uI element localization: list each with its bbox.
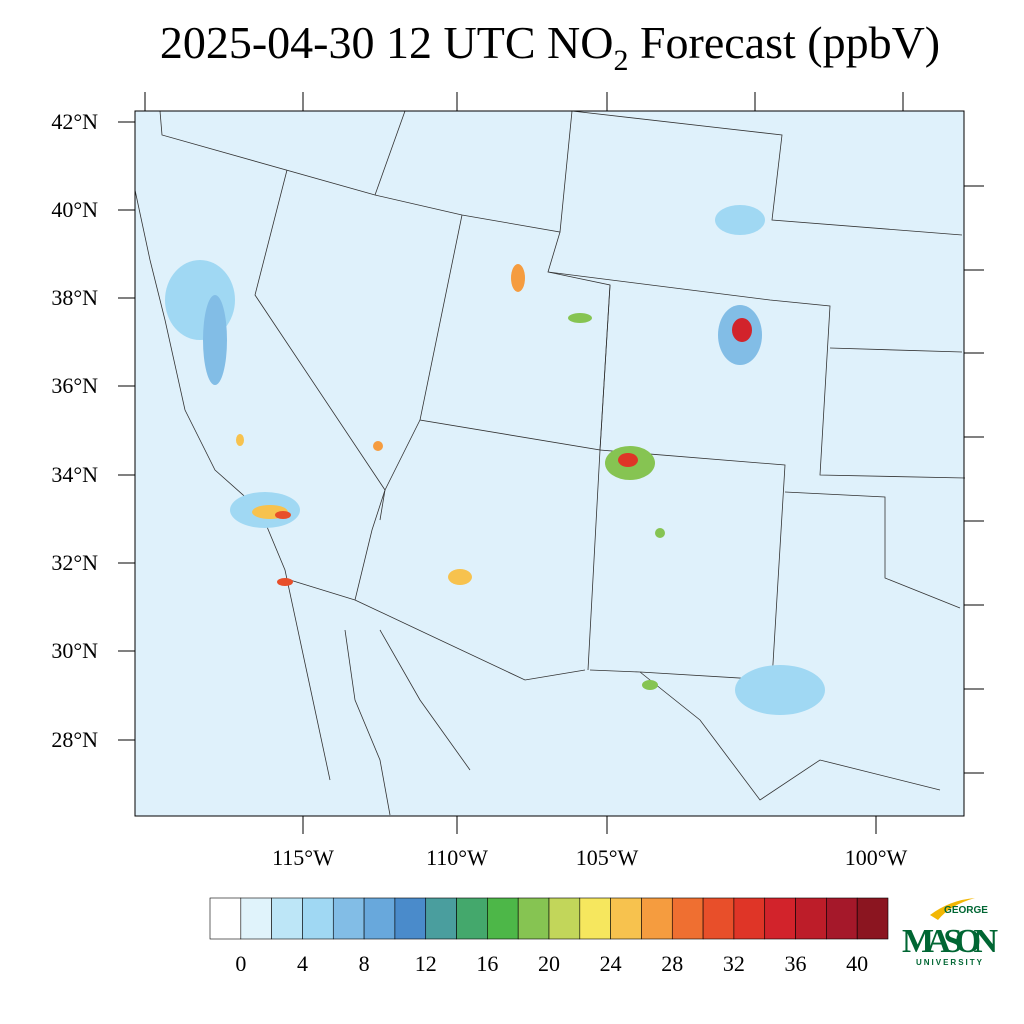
lat-label: 42°N bbox=[51, 109, 98, 134]
colorbar-box bbox=[641, 897, 673, 940]
colorbar-box bbox=[517, 897, 550, 940]
logo-bottom: UNIVERSITY bbox=[916, 958, 984, 967]
lat-label: 28°N bbox=[51, 727, 98, 752]
colorbar-tick-label: 32 bbox=[723, 951, 745, 976]
map-frame bbox=[134, 110, 965, 817]
colorbar-box bbox=[394, 897, 427, 940]
title-subscript: 2 bbox=[613, 44, 628, 77]
colorbar-box bbox=[610, 897, 642, 940]
colorbar-tick-label: 4 bbox=[297, 951, 308, 976]
colorbar-tick-label: 24 bbox=[600, 951, 622, 976]
title: 2025-04-30 12 UTC NO2 Forecast (ppbV) bbox=[160, 17, 940, 77]
colorbar-tick-label: 12 bbox=[415, 951, 437, 976]
title-prefix: 2025-04-30 12 UTC NO bbox=[160, 17, 614, 68]
colorbar-box bbox=[425, 897, 457, 940]
lat-label: 38°N bbox=[51, 285, 98, 310]
lat-label: 40°N bbox=[51, 197, 98, 222]
lon-label: 110°W bbox=[426, 845, 488, 870]
colorbar-box bbox=[487, 897, 519, 940]
colorbar-tick-label: 0 bbox=[235, 951, 246, 976]
colorbar-tick-label: 16 bbox=[476, 951, 498, 976]
colorbar-box bbox=[271, 897, 303, 940]
title-suffix: Forecast (ppbV) bbox=[628, 17, 940, 68]
colorbar-box bbox=[363, 897, 396, 940]
concentration-features bbox=[165, 205, 825, 715]
lon-label: 100°W bbox=[845, 845, 908, 870]
colorbar-tick-label: 8 bbox=[359, 951, 370, 976]
colorbar-box bbox=[456, 897, 488, 940]
map-area bbox=[134, 110, 966, 817]
colorbar-box bbox=[209, 897, 242, 940]
colorbar-box bbox=[240, 897, 272, 940]
borders bbox=[134, 110, 966, 816]
colorbar-box bbox=[332, 897, 365, 940]
logo: GEORGE MASON UNIVERSITY bbox=[902, 898, 998, 967]
colorbar-tick-label: 28 bbox=[661, 951, 683, 976]
lat-label: 32°N bbox=[51, 550, 98, 575]
colorbar-tick-label: 20 bbox=[538, 951, 560, 976]
lon-label: 105°W bbox=[576, 845, 639, 870]
colorbar-box bbox=[302, 897, 334, 940]
colorbar-box bbox=[548, 897, 581, 940]
colorbar-box bbox=[671, 897, 704, 940]
colorbar-box bbox=[795, 897, 827, 940]
colorbar-tick-label: 40 bbox=[846, 951, 868, 976]
lat-label: 30°N bbox=[51, 638, 98, 663]
logo-swoosh bbox=[930, 898, 975, 920]
axes: 42°N 40°N 38°N 36°N 34°N 32°N 30°N 28°N 115°W 110… bbox=[51, 92, 984, 870]
logo-top: GEORGE bbox=[944, 905, 988, 916]
colorbar-tick-label: 36 bbox=[785, 951, 807, 976]
lat-label: 34°N bbox=[51, 462, 98, 487]
lat-label: 36°N bbox=[51, 373, 98, 398]
colorbar-box bbox=[579, 897, 611, 940]
map-background bbox=[135, 111, 964, 816]
colorbar: 0 4 8 12 16 20 24 28 32 36 40 bbox=[209, 897, 889, 976]
colorbar-box bbox=[702, 897, 735, 940]
lon-label: 115°W bbox=[272, 845, 334, 870]
colorbar-box bbox=[856, 897, 889, 940]
logo-main: MASON bbox=[902, 923, 998, 960]
colorbar-box bbox=[826, 897, 858, 940]
colorbar-box bbox=[764, 897, 796, 940]
colorbar-box bbox=[733, 897, 766, 940]
